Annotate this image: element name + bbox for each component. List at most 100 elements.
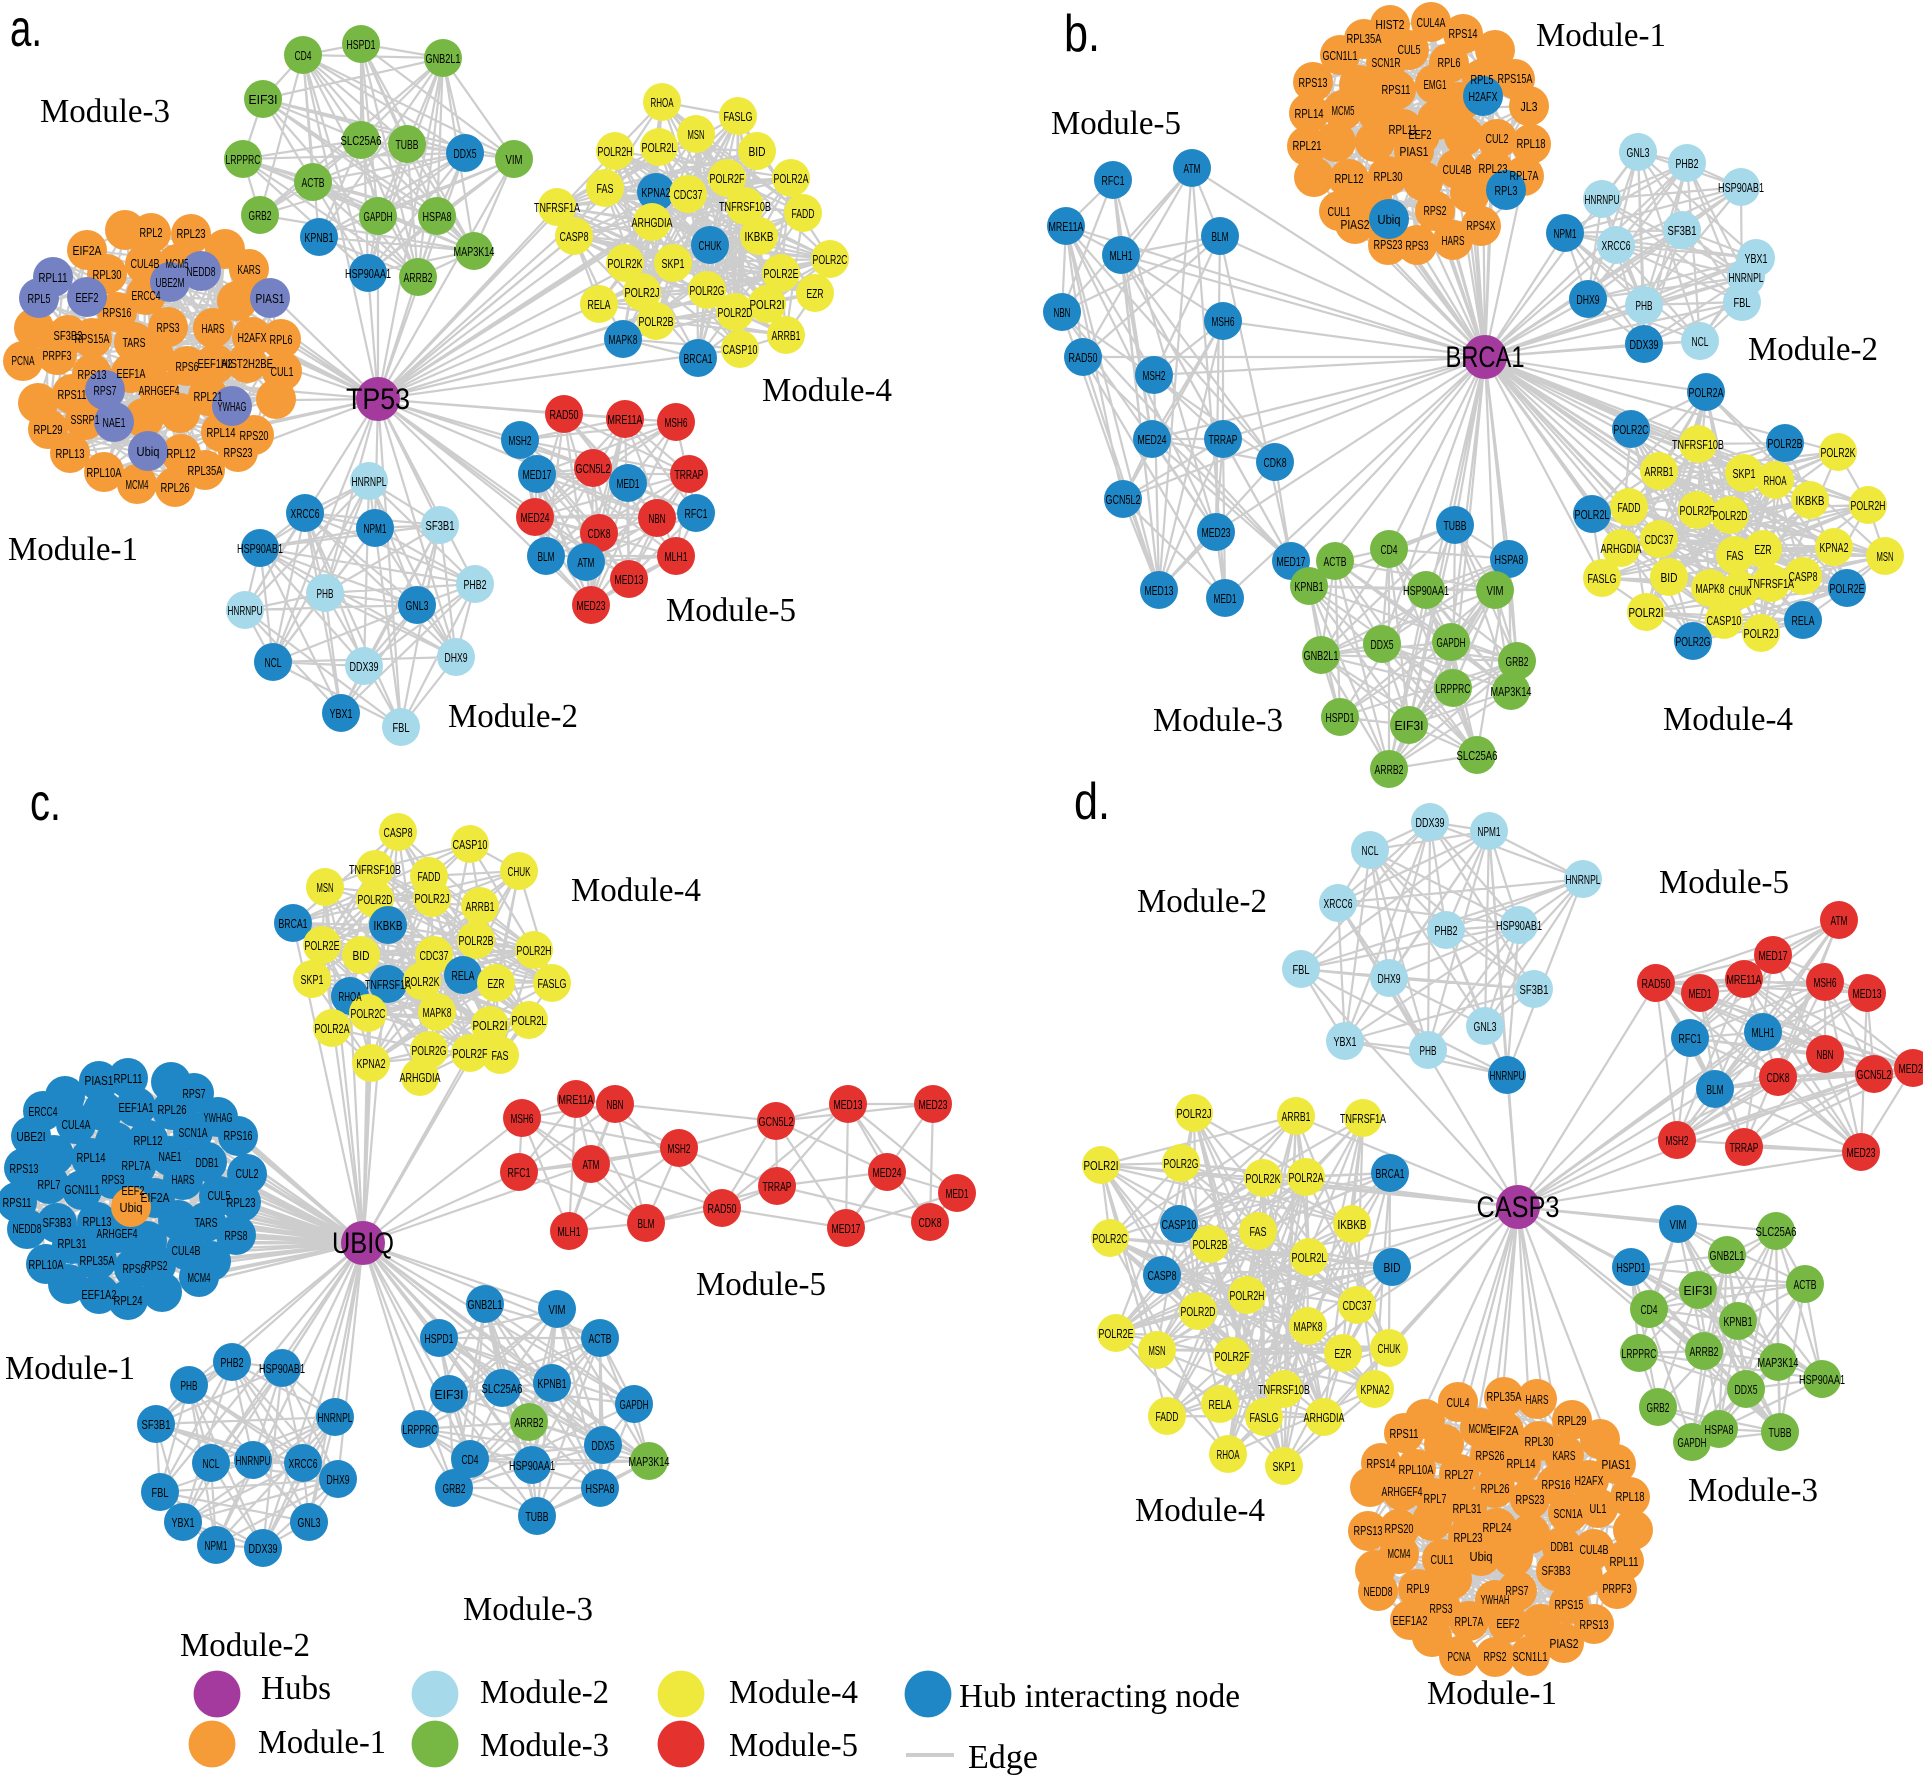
svg-text:Module-5: Module-5 <box>1051 105 1181 142</box>
svg-text:EEF2: EEF2 <box>1497 1616 1520 1631</box>
svg-text:IKBKB: IKBKB <box>1338 1217 1367 1232</box>
svg-text:GNL3: GNL3 <box>406 598 429 613</box>
svg-text:LRPPRC: LRPPRC <box>1622 1346 1657 1361</box>
svg-text:MSN: MSN <box>688 127 705 142</box>
svg-text:ATM: ATM <box>1831 913 1848 928</box>
svg-text:POLR2C: POLR2C <box>1093 1231 1128 1246</box>
svg-text:ERCC4: ERCC4 <box>29 1104 58 1119</box>
svg-text:RPS26: RPS26 <box>1476 1448 1505 1463</box>
svg-text:NEDD8: NEDD8 <box>1364 1584 1393 1599</box>
svg-text:MED23: MED23 <box>1847 1145 1876 1160</box>
svg-text:DDX39: DDX39 <box>350 659 379 674</box>
svg-text:POLR2K: POLR2K <box>608 256 643 271</box>
svg-text:POLR2L: POLR2L <box>1575 507 1610 522</box>
svg-text:NBN: NBN <box>649 511 666 526</box>
svg-text:RPS2: RPS2 <box>1484 1649 1507 1664</box>
svg-text:ARRB1: ARRB1 <box>466 899 495 914</box>
svg-text:POLR2E: POLR2E <box>764 266 799 281</box>
svg-text:POLR2F: POLR2F <box>710 171 745 186</box>
svg-text:PIAS1: PIAS1 <box>1400 144 1429 159</box>
svg-text:GNL3: GNL3 <box>1474 1019 1497 1034</box>
svg-text:ATM: ATM <box>583 1157 600 1172</box>
svg-text:PHB2: PHB2 <box>1676 156 1699 171</box>
svg-text:GNB2L1: GNB2L1 <box>1710 1248 1745 1263</box>
svg-text:CUL2: CUL2 <box>236 1166 259 1181</box>
svg-text:CASP3: CASP3 <box>1477 1191 1560 1224</box>
svg-text:ARHGDIA: ARHGDIA <box>1304 1410 1345 1425</box>
svg-text:FASLG: FASLG <box>1588 571 1617 586</box>
svg-text:ARRB2: ARRB2 <box>1375 762 1404 777</box>
svg-text:RPS11: RPS11 <box>1390 1426 1419 1441</box>
svg-text:HARS: HARS <box>1526 1392 1549 1407</box>
svg-text:RPL30: RPL30 <box>1374 169 1403 184</box>
svg-text:MED17: MED17 <box>1277 554 1306 569</box>
svg-text:POLR2C: POLR2C <box>813 252 848 267</box>
svg-text:HARS: HARS <box>202 321 225 336</box>
svg-text:H2AFX: H2AFX <box>238 330 267 345</box>
svg-text:RHOA: RHOA <box>1217 1447 1240 1462</box>
svg-text:Edge: Edge <box>968 1739 1038 1775</box>
svg-text:MED1: MED1 <box>1214 591 1237 606</box>
svg-text:KARS: KARS <box>238 262 261 277</box>
svg-text:Module-4: Module-4 <box>1135 1492 1265 1529</box>
svg-text:POLR2D: POLR2D <box>1713 508 1748 523</box>
svg-text:TUBB: TUBB <box>1444 518 1467 533</box>
svg-text:PHB2: PHB2 <box>1435 923 1458 938</box>
svg-text:ARRB1: ARRB1 <box>1282 1109 1311 1124</box>
svg-text:RPS13: RPS13 <box>78 367 107 382</box>
svg-text:POLR2K: POLR2K <box>1821 445 1856 460</box>
svg-text:YBX1: YBX1 <box>1334 1034 1357 1049</box>
svg-text:KPNA2: KPNA2 <box>642 185 671 200</box>
svg-text:MED13: MED13 <box>1145 583 1174 598</box>
svg-text:EIF3I: EIF3I <box>249 92 278 107</box>
svg-text:RPS23: RPS23 <box>1516 1492 1545 1507</box>
svg-text:EMG1: EMG1 <box>1424 77 1447 92</box>
svg-text:FAS: FAS <box>597 181 614 196</box>
svg-text:Module-2: Module-2 <box>480 1674 609 1711</box>
svg-text:CDC37: CDC37 <box>1645 532 1674 547</box>
svg-text:BLM: BLM <box>538 549 555 564</box>
svg-text:DDX5: DDX5 <box>1371 637 1394 652</box>
svg-text:CDC37: CDC37 <box>420 948 449 963</box>
svg-text:BLM: BLM <box>1707 1082 1724 1097</box>
svg-text:CHUK: CHUK <box>1378 1341 1401 1356</box>
svg-text:RPL6: RPL6 <box>270 332 293 347</box>
svg-text:POLR2A: POLR2A <box>1689 385 1724 400</box>
svg-text:MAP3K14: MAP3K14 <box>454 244 495 259</box>
svg-text:CASP8: CASP8 <box>560 229 589 244</box>
svg-text:RFC1: RFC1 <box>685 506 708 521</box>
svg-text:Module-3: Module-3 <box>1153 702 1283 739</box>
svg-text:HNRNPU: HNRNPU <box>1585 192 1620 207</box>
svg-text:SCN1L1: SCN1L1 <box>1513 1649 1548 1664</box>
svg-text:PCNA: PCNA <box>1448 1649 1471 1664</box>
svg-text:CUL5: CUL5 <box>1398 42 1421 57</box>
svg-text:RPL7A: RPL7A <box>1510 168 1539 183</box>
svg-text:POLR2K: POLR2K <box>1246 1171 1281 1186</box>
svg-text:SCN1A: SCN1A <box>179 1125 208 1140</box>
svg-text:VIM: VIM <box>506 152 523 167</box>
svg-text:POLR2E: POLR2E <box>1830 581 1865 596</box>
svg-text:KPNA2: KPNA2 <box>1820 540 1849 555</box>
svg-text:RPL13: RPL13 <box>56 446 85 461</box>
svg-text:KPNB1: KPNB1 <box>1295 579 1324 594</box>
svg-text:CDK8: CDK8 <box>588 526 611 541</box>
svg-text:RPS13: RPS13 <box>1580 1617 1609 1632</box>
svg-text:RPL18: RPL18 <box>1616 1489 1645 1504</box>
svg-text:NCL: NCL <box>265 655 282 670</box>
svg-text:CD4: CD4 <box>1381 542 1398 557</box>
svg-text:ARRB2: ARRB2 <box>404 270 433 285</box>
svg-text:HSPA8: HSPA8 <box>1705 1422 1734 1437</box>
svg-text:RPL10A: RPL10A <box>87 465 122 480</box>
svg-text:RPS6: RPS6 <box>176 359 199 374</box>
svg-text:RPL7A: RPL7A <box>122 1158 151 1173</box>
svg-text:Ubiq: Ubiq <box>120 1200 143 1215</box>
svg-text:NPM1: NPM1 <box>205 1538 228 1553</box>
svg-text:GCN1L1: GCN1L1 <box>1323 48 1358 63</box>
svg-text:RPS23: RPS23 <box>224 445 253 460</box>
svg-text:CD4: CD4 <box>1641 1302 1658 1317</box>
svg-text:Module-4: Module-4 <box>571 872 701 909</box>
svg-text:CUL5: CUL5 <box>208 1188 231 1203</box>
svg-text:Module-4: Module-4 <box>762 372 892 409</box>
svg-text:RPS20: RPS20 <box>1385 1521 1414 1536</box>
svg-text:YBX1: YBX1 <box>330 706 353 721</box>
